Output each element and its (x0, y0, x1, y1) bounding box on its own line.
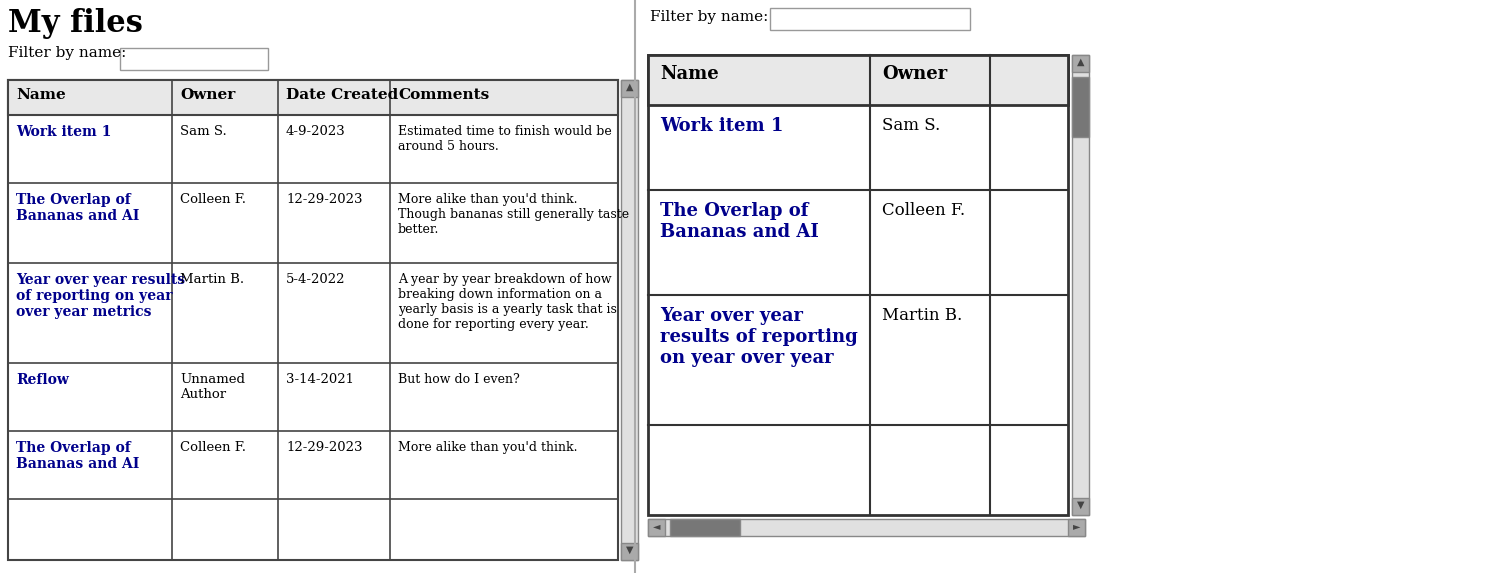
Text: Name: Name (660, 65, 718, 83)
Text: Reflow: Reflow (16, 373, 69, 387)
Bar (1072, 498, 1089, 515)
Text: A year by year breakdown of how
breaking down information on a
yearly basis is a: A year by year breakdown of how breaking… (398, 273, 616, 331)
Text: ▲: ▲ (626, 83, 633, 92)
Text: Colleen F.: Colleen F. (882, 202, 965, 219)
Text: Filter by name:: Filter by name: (8, 46, 126, 60)
Text: Date Created: Date Created (286, 88, 399, 102)
Bar (648, 519, 664, 536)
Bar (648, 0, 1500, 573)
Bar (120, 48, 268, 70)
Text: Owner: Owner (180, 88, 236, 102)
Text: My files: My files (8, 8, 142, 39)
Bar (648, 55, 1068, 105)
Text: Year over year
results of reporting
on year over year: Year over year results of reporting on y… (660, 307, 858, 367)
Text: Name: Name (16, 88, 66, 102)
Text: ▲: ▲ (1077, 58, 1084, 67)
Text: The Overlap of
Bananas and AI: The Overlap of Bananas and AI (16, 441, 140, 471)
Text: ►: ► (1072, 522, 1080, 531)
Text: 12-29-2023: 12-29-2023 (286, 441, 363, 454)
Bar (670, 519, 740, 536)
Text: Martin B.: Martin B. (180, 273, 244, 286)
Text: Martin B.: Martin B. (882, 307, 963, 324)
Text: Year over year results
of reporting on year
over year metrics: Year over year results of reporting on y… (16, 273, 184, 319)
Text: But how do I even?: But how do I even? (398, 373, 519, 386)
Bar (648, 55, 1068, 515)
Text: Sam S.: Sam S. (180, 125, 226, 138)
Text: 4-9-2023: 4-9-2023 (286, 125, 345, 138)
Text: ◄: ◄ (652, 522, 660, 531)
Bar (770, 8, 970, 30)
Text: 5-4-2022: 5-4-2022 (286, 273, 345, 286)
Text: 12-29-2023: 12-29-2023 (286, 193, 363, 206)
Bar (1072, 55, 1089, 515)
Bar (621, 543, 638, 560)
Bar (648, 519, 1084, 536)
Bar (621, 80, 638, 560)
Text: Work item 1: Work item 1 (16, 125, 111, 139)
Text: The Overlap of
Bananas and AI: The Overlap of Bananas and AI (16, 193, 140, 223)
Bar (621, 80, 638, 97)
Bar (8, 80, 618, 115)
Bar (1068, 519, 1084, 536)
Text: The Overlap of
Bananas and AI: The Overlap of Bananas and AI (660, 202, 819, 241)
Text: Colleen F.: Colleen F. (180, 441, 246, 454)
Bar (8, 80, 618, 560)
Text: 3-14-2021: 3-14-2021 (286, 373, 354, 386)
Text: ▼: ▼ (626, 546, 633, 555)
Text: Colleen F.: Colleen F. (180, 193, 246, 206)
Text: More alike than you'd think.: More alike than you'd think. (398, 441, 578, 454)
Text: Work item 1: Work item 1 (660, 117, 783, 135)
Text: Unnamed
Author: Unnamed Author (180, 373, 244, 401)
Bar (1072, 55, 1089, 72)
Text: Sam S.: Sam S. (882, 117, 940, 134)
Bar (1072, 77, 1089, 137)
Text: More alike than you'd think.
Though bananas still generally taste
better.: More alike than you'd think. Though bana… (398, 193, 628, 236)
Text: Owner: Owner (882, 65, 948, 83)
Text: ▼: ▼ (1077, 501, 1084, 510)
Bar (0, 0, 634, 573)
Text: Comments: Comments (398, 88, 489, 102)
Text: Filter by name:: Filter by name: (650, 10, 768, 24)
Text: Estimated time to finish would be
around 5 hours.: Estimated time to finish would be around… (398, 125, 612, 153)
